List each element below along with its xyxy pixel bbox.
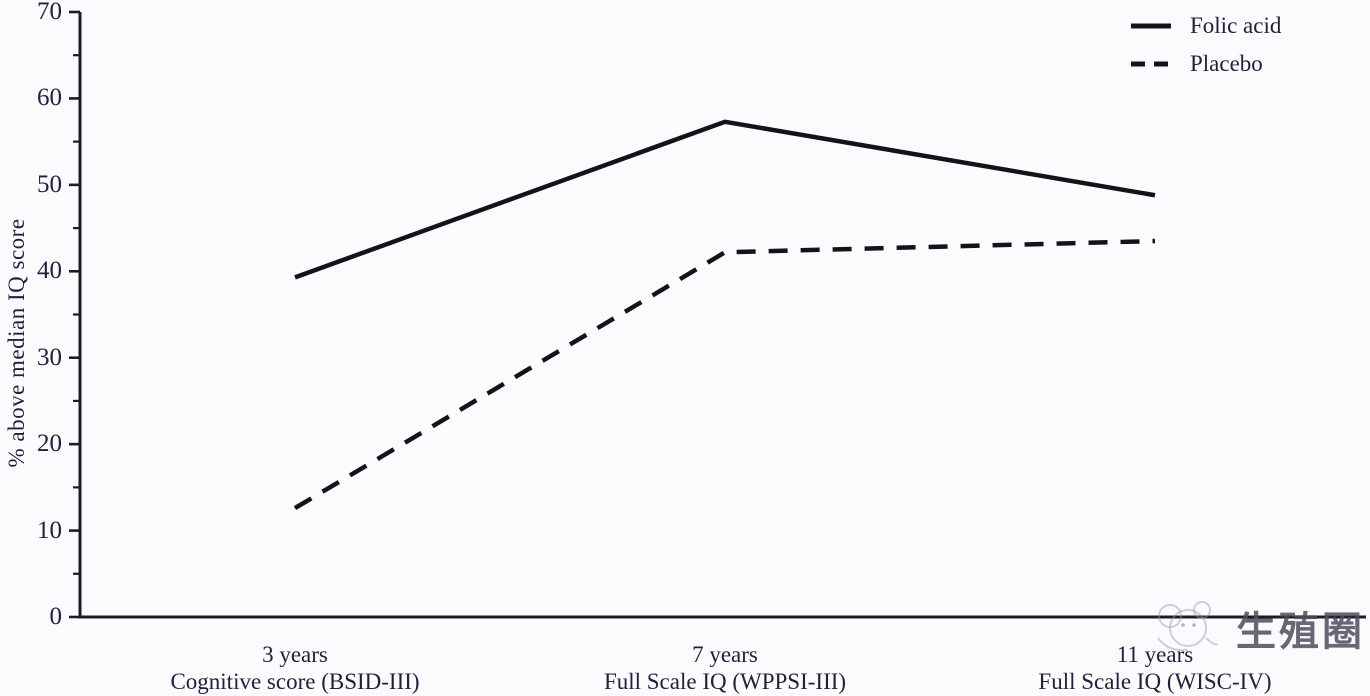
x-category-test: Full Scale IQ (WPPSI-III) bbox=[603, 669, 847, 694]
x-category-age: 7 years bbox=[692, 642, 758, 667]
y-tick-label: 0 bbox=[49, 603, 63, 630]
y-tick-label: 70 bbox=[37, 0, 62, 25]
y-tick-label: 60 bbox=[37, 84, 62, 112]
y-tick-label: 20 bbox=[37, 430, 62, 458]
x-category-test: Full Scale IQ (WISC-IV) bbox=[1038, 669, 1272, 694]
x-category-label: 7 years Full Scale IQ (WPPSI-III) bbox=[604, 641, 846, 695]
legend-label-placebo: Placebo bbox=[1190, 51, 1263, 76]
x-category-test: Cognitive score (BSID-III) bbox=[170, 669, 420, 694]
legend-item-folic-acid: Folic acid bbox=[1130, 10, 1281, 42]
legend-label-folic-acid: Folic acid bbox=[1190, 13, 1282, 38]
dashed-line-swatch bbox=[1131, 61, 1171, 67]
series-line-placebo bbox=[293, 238, 1156, 511]
x-category-label: 11 years Full Scale IQ (WISC-IV) bbox=[1038, 641, 1271, 695]
y-tick-label: 50 bbox=[37, 170, 62, 198]
solid-line-swatch bbox=[1131, 23, 1171, 29]
x-category-age: 11 years bbox=[1116, 642, 1194, 667]
x-category-age: 3 years bbox=[262, 642, 328, 667]
series-line-folic-acid bbox=[294, 119, 1156, 280]
y-tick-label: 40 bbox=[37, 257, 62, 285]
legend: Folic acid Placebo bbox=[1130, 10, 1281, 86]
y-tick-label: 10 bbox=[37, 516, 62, 544]
x-category-label: 3 years Cognitive score (BSID-III) bbox=[170, 641, 419, 695]
legend-item-placebo: Placebo bbox=[1130, 48, 1281, 80]
y-tick-label: 30 bbox=[37, 343, 62, 371]
axis-lines bbox=[78, 12, 1366, 619]
